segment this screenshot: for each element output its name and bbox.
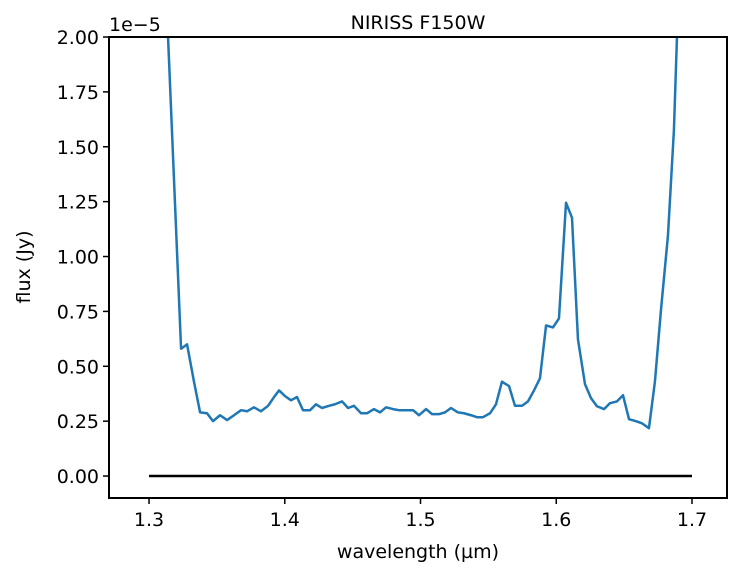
offset-label: 1e−5 [109, 14, 161, 36]
x-tick-label: 1.7 [677, 509, 707, 531]
y-axis-label: flux (Jy) [13, 231, 35, 304]
y-tick-label: 0.50 [57, 356, 99, 378]
x-tick-label: 1.5 [405, 509, 435, 531]
y-tick-label: 0.25 [57, 411, 99, 433]
x-tick-label: 1.3 [134, 509, 164, 531]
y-tick-label: 1.75 [57, 82, 99, 104]
chart-title: NIRISS F150W [351, 12, 486, 34]
x-tick-label: 1.6 [541, 509, 571, 531]
y-tick-label: 2.00 [57, 27, 99, 49]
axes-frame [108, 36, 728, 499]
x-axis-label: wavelength (µm) [337, 541, 499, 563]
y-tick-label: 0.75 [57, 301, 99, 323]
data-line [166, 37, 679, 430]
x-tick-label: 1.4 [270, 509, 300, 531]
y-tick-label: 1.00 [57, 247, 99, 269]
y-tick-label: 1.25 [57, 192, 99, 214]
plot-area [149, 37, 692, 478]
y-tick-label: 1.50 [57, 137, 99, 159]
y-tick-label: 0.00 [57, 466, 99, 488]
